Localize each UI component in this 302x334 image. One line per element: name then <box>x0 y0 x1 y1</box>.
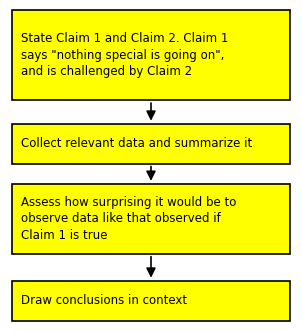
FancyBboxPatch shape <box>12 281 290 321</box>
Text: Collect relevant data and summarize it: Collect relevant data and summarize it <box>21 137 252 150</box>
Text: Draw conclusions in context: Draw conclusions in context <box>21 294 187 307</box>
FancyBboxPatch shape <box>12 184 290 254</box>
Text: Assess how surprising it would be to
observe data like that observed if
Claim 1 : Assess how surprising it would be to obs… <box>21 196 236 242</box>
FancyBboxPatch shape <box>12 124 290 164</box>
Text: State Claim 1 and Claim 2. Claim 1
says "nothing special is going on",
and is ch: State Claim 1 and Claim 2. Claim 1 says … <box>21 32 229 78</box>
FancyBboxPatch shape <box>12 10 290 100</box>
